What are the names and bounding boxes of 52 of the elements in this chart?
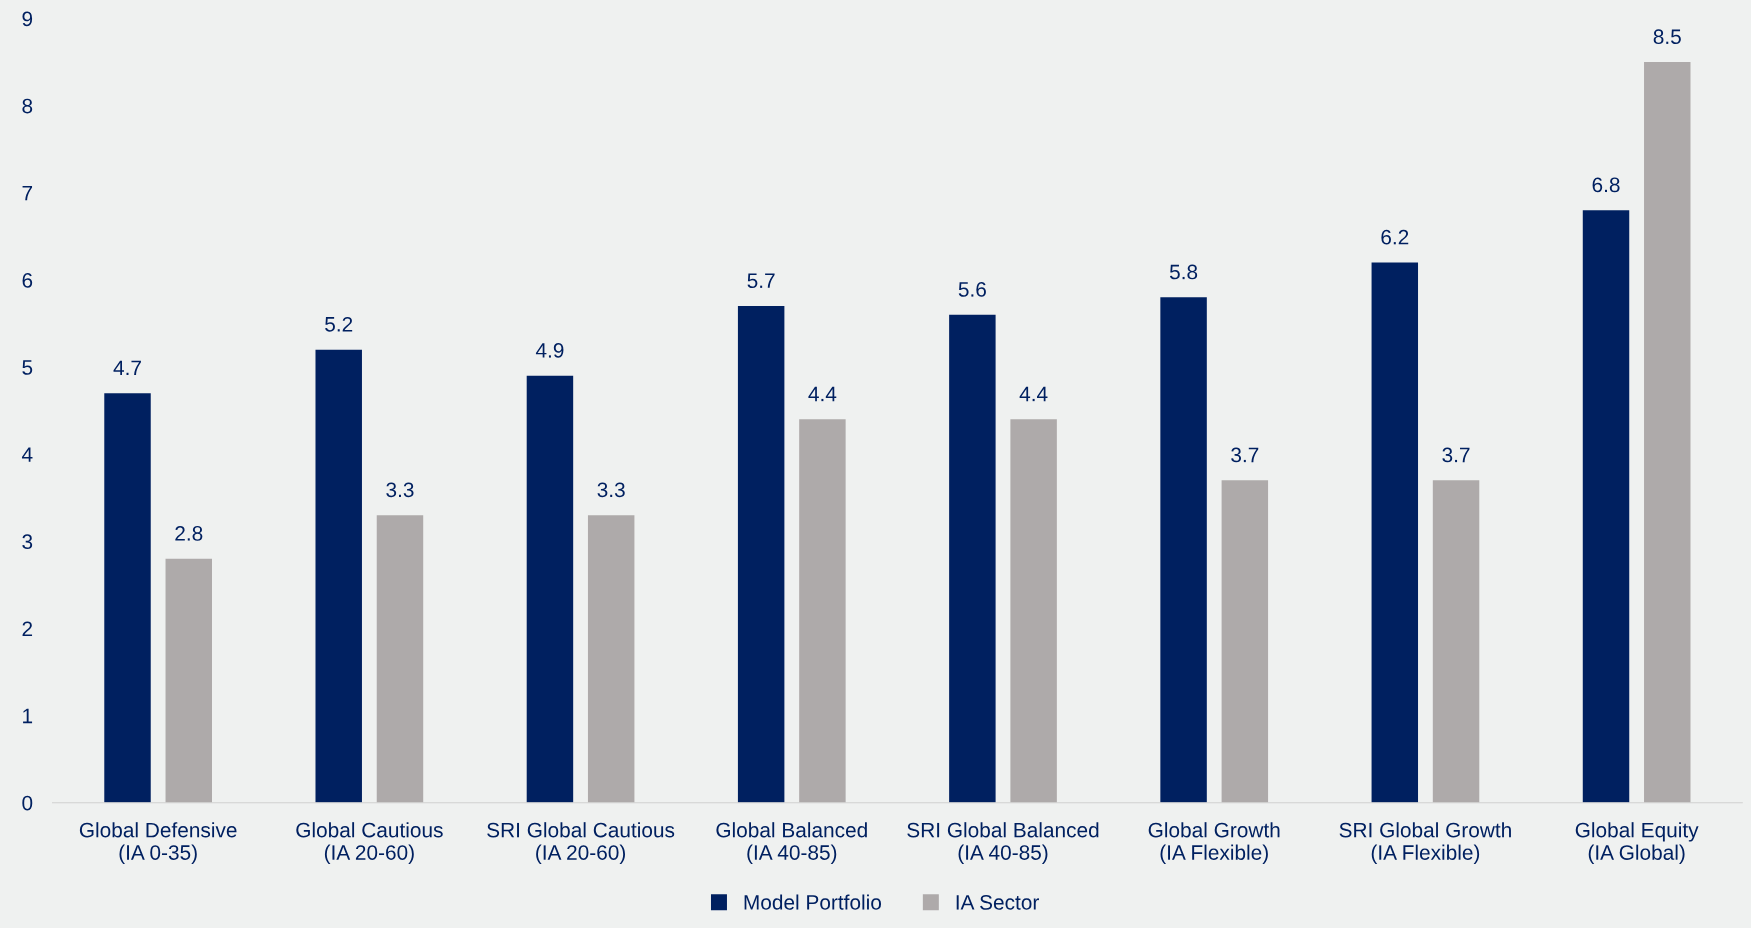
x-tick-label: Global Cautious (IA 20-60) <box>296 822 443 865</box>
data-label: 4.4 <box>808 386 837 402</box>
y-tick-label: 3 <box>22 534 33 550</box>
y-tick-label: 6 <box>22 272 33 288</box>
y-tick-label: 5 <box>22 360 33 375</box>
bar <box>587 515 635 803</box>
data-label: 4.4 <box>1019 386 1048 402</box>
x-tick-label: SRI Global Balanced (IA 40-85) <box>907 822 1099 865</box>
data-label: 2.8 <box>175 526 203 541</box>
y-tick-label: 8 <box>22 98 33 114</box>
x-tick-label: Global Growth (IA Flexible) <box>1148 822 1280 865</box>
x-tick-label: SRI Global Growth (IA Flexible) <box>1339 822 1511 865</box>
data-label: 4.9 <box>535 343 564 358</box>
bar <box>376 515 424 803</box>
data-label: 3.3 <box>597 482 625 498</box>
x-tick-label: Global Equity (IA Global) <box>1575 822 1699 865</box>
data-label: 4.7 <box>113 360 141 375</box>
bar <box>737 306 785 803</box>
bar <box>1644 62 1691 803</box>
y-tick-label: 0 <box>22 795 33 811</box>
bar <box>1010 419 1057 803</box>
y-tick-label: 7 <box>22 186 33 201</box>
x-tick-label: SRI Global Cautious (IA 20-60) <box>487 822 675 865</box>
legend-label: IA Sector <box>956 895 1039 910</box>
bar <box>1221 480 1269 803</box>
bar <box>949 314 996 803</box>
data-label: 3.7 <box>1231 447 1259 463</box>
bar <box>1160 297 1207 803</box>
data-label: 3.3 <box>386 482 414 498</box>
data-label: 5.7 <box>747 273 775 289</box>
y-tick-label: 1 <box>23 708 33 724</box>
data-label: 5.8 <box>1169 264 1198 280</box>
bar <box>1371 262 1419 803</box>
y-tick-label: 9 <box>22 11 33 27</box>
bar <box>799 419 846 803</box>
data-label: 3.7 <box>1442 447 1470 463</box>
data-label: 6.2 <box>1381 229 1409 245</box>
bar <box>1432 480 1480 803</box>
legend-label: Model Portfolio <box>744 894 882 910</box>
y-tick-label: 2 <box>22 621 33 637</box>
bar <box>526 375 574 803</box>
bar <box>1582 210 1630 803</box>
data-label: 8.5 <box>1653 29 1681 45</box>
y-tick-label: 4 <box>21 447 33 462</box>
bar <box>315 349 362 803</box>
bar <box>165 558 212 803</box>
x-tick-label: Global Balanced (IA 40-85) <box>716 822 867 865</box>
bar <box>104 393 151 803</box>
data-label: 6.8 <box>1592 177 1620 193</box>
x-tick-label: Global Defensive (IA 0-35) <box>79 822 237 865</box>
data-label: 5.6 <box>958 282 986 297</box>
data-label: 5.2 <box>325 316 353 332</box>
